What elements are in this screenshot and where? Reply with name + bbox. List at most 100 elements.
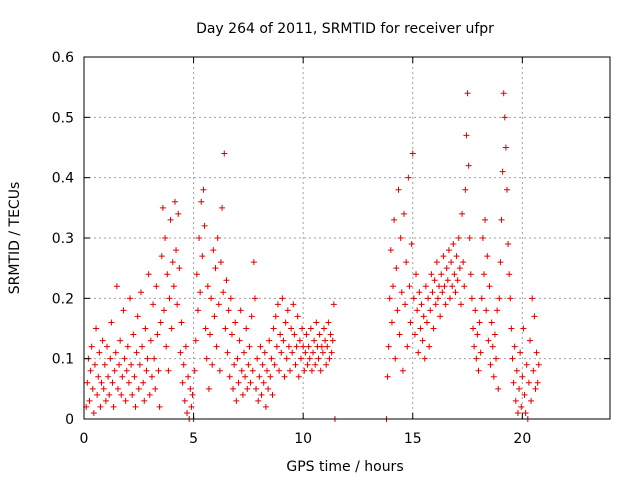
data-point — [178, 319, 185, 326]
data-point — [502, 144, 509, 151]
data-point — [98, 379, 105, 386]
data-point — [476, 319, 483, 326]
data-point — [473, 355, 480, 362]
data-point — [404, 343, 411, 350]
data-point — [86, 397, 93, 404]
data-point — [423, 319, 430, 326]
data-point — [406, 283, 413, 290]
data-point — [147, 337, 154, 344]
data-point — [397, 235, 404, 241]
data-point — [91, 361, 98, 368]
data-point — [201, 222, 208, 229]
data-point — [400, 210, 407, 217]
data-point — [303, 331, 310, 338]
data-point — [318, 343, 325, 350]
data-point — [208, 295, 215, 302]
data-point — [319, 349, 326, 356]
data-point — [118, 391, 125, 398]
data-point — [520, 325, 527, 332]
data-point — [179, 379, 186, 386]
data-point — [299, 325, 306, 332]
data-point — [288, 325, 295, 332]
data-point — [120, 307, 127, 314]
data-point — [248, 313, 255, 320]
data-point — [433, 259, 440, 266]
data-point — [405, 174, 412, 181]
data-point — [434, 295, 441, 302]
data-point — [509, 355, 516, 362]
data-point — [463, 132, 470, 139]
data-point — [292, 361, 299, 368]
data-point — [478, 295, 485, 302]
data-point — [180, 361, 187, 368]
data-point — [518, 403, 525, 410]
data-point — [203, 355, 210, 362]
data-point — [489, 343, 496, 350]
data-point — [124, 343, 131, 350]
data-point — [284, 307, 291, 314]
data-point — [96, 349, 103, 356]
data-point — [466, 235, 473, 241]
data-point — [532, 385, 539, 392]
data-point — [207, 331, 214, 338]
data-point — [329, 337, 336, 344]
data-point — [225, 307, 232, 314]
data-point — [112, 349, 119, 356]
data-point — [396, 331, 403, 338]
data-point — [270, 325, 277, 332]
data-point — [427, 307, 434, 314]
data-point — [449, 283, 456, 290]
x-tick-label: 0 — [80, 431, 89, 447]
y-tick-label: 0 — [65, 412, 74, 428]
data-point — [432, 301, 439, 308]
data-point — [285, 343, 292, 350]
x-tick-label: 20 — [513, 431, 531, 447]
data-point — [443, 265, 450, 272]
data-point — [197, 289, 204, 296]
data-point — [280, 337, 287, 344]
data-point — [134, 313, 141, 320]
data-point — [505, 241, 512, 248]
data-point — [414, 307, 421, 314]
data-point — [108, 319, 115, 326]
data-point — [281, 373, 288, 380]
data-point — [522, 409, 529, 416]
data-point — [328, 349, 335, 356]
data-point — [223, 277, 230, 284]
data-point — [166, 295, 173, 302]
data-point — [308, 367, 315, 374]
data-point — [300, 343, 307, 350]
data-point — [265, 385, 272, 392]
data-point — [198, 198, 205, 205]
data-point — [259, 361, 266, 368]
data-point — [136, 361, 143, 368]
data-point — [283, 355, 290, 362]
data-point — [247, 379, 254, 386]
data-point — [228, 331, 235, 338]
data-point — [210, 247, 217, 254]
y-tick-label: 0.3 — [52, 231, 74, 247]
data-point — [278, 349, 285, 356]
x-tick-label: 15 — [404, 431, 422, 447]
data-point — [169, 259, 176, 266]
data-point — [111, 367, 118, 374]
data-point — [216, 367, 223, 374]
data-point — [487, 361, 494, 368]
data-point — [272, 313, 279, 320]
data-point — [506, 271, 513, 278]
chart-title: Day 264 of 2011, SRMTID for receiver ufp… — [196, 21, 494, 37]
data-point — [324, 343, 331, 350]
data-point — [437, 313, 444, 320]
y-tick-label: 0.4 — [52, 171, 74, 187]
data-point — [121, 355, 128, 362]
data-point — [127, 295, 134, 302]
data-point — [264, 367, 271, 374]
data-point — [90, 409, 97, 416]
data-point — [240, 349, 247, 356]
data-point — [289, 349, 296, 356]
data-point — [407, 319, 414, 326]
data-point — [499, 168, 506, 175]
data-point — [384, 373, 391, 380]
data-point — [232, 319, 239, 326]
